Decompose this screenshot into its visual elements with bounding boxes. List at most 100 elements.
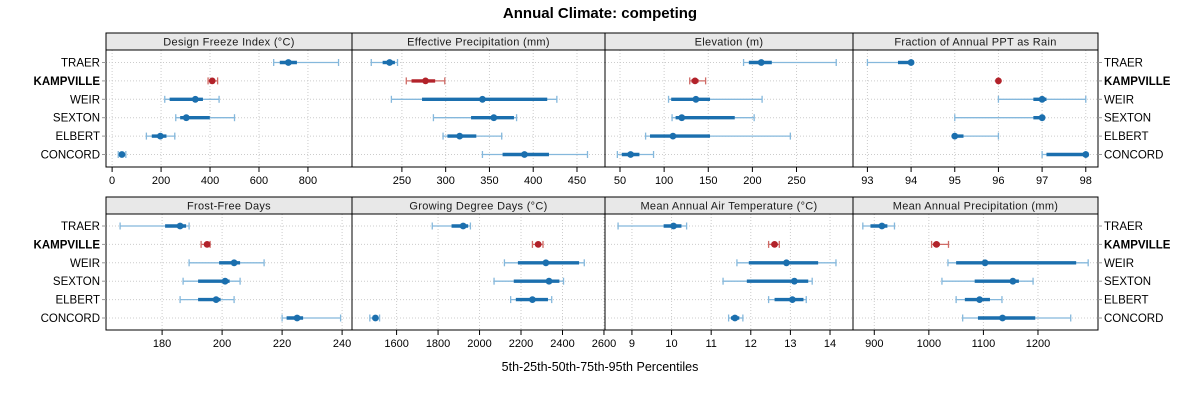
row-label-left-kampville: KAMPVILLE [34,239,101,251]
series-concord [281,314,342,322]
row-label-left-traer: TRAER [61,58,100,70]
row-label-left-concord: CONCORD [41,313,100,325]
panel-header-label: Fraction of Annual PPT as Rain [894,37,1056,49]
median-dot [118,151,126,158]
series-sexton [493,277,565,285]
series-concord [616,151,655,158]
x-tick-label: 14 [824,338,836,350]
x-tick-label: 1000 [917,338,941,350]
x-tick-label: 96 [992,175,1004,187]
median-dot [907,59,915,66]
median-dot [1082,151,1090,158]
x-tick-label: 250 [787,175,805,187]
series-sexton [722,277,813,285]
series-sexton [671,114,755,122]
series-traer [370,59,399,66]
median-dot [976,296,983,303]
row-label-right-traer: TRAER [1104,58,1143,70]
row-label-right-sexton: SEXTON [1104,113,1151,125]
median-dot [692,95,700,103]
row-label-left-sexton: SEXTON [53,276,100,288]
series-concord [369,314,381,322]
x-tick-label: 900 [865,338,883,350]
series-kampville [207,77,219,85]
median-dot [182,114,190,122]
x-tick-label: 1100 [972,338,996,350]
median-dot [670,222,677,230]
row-label-right-concord: CONCORD [1104,150,1163,162]
median-dot [479,95,486,103]
median-dot [691,77,699,85]
panel-header-label: Mean Annual Precipitation (mm) [893,201,1059,213]
series-weir [667,95,763,103]
panel-elevation: Elevation (m) 50 100 150 200 250 [604,32,854,187]
median-dot [176,222,184,230]
panel-design-freeze-index: Design Freeze Index (°C) 0 200 400 600 800 [102,32,353,187]
median-dot [981,259,989,267]
row-label-left-sexton: SEXTON [53,113,100,125]
x-tick-label: 0 [109,175,115,187]
series-kampville [767,240,780,248]
median-dot [1009,277,1017,285]
series-weir [164,95,220,103]
median-dot [529,296,536,303]
series-concord [962,314,1072,322]
chart-title: Annual Climate: competing [502,5,698,22]
series-kampville [995,77,1002,85]
x-axis: 50 100 150 200 250 [614,167,806,187]
x-tick-label: 180 [153,338,171,350]
median-dot [293,314,301,322]
median-dot [678,114,686,122]
row-label-left-traer: TRAER [61,221,100,233]
row-label-right-elbert: ELBERT [1104,295,1149,307]
axis-caption: 5th-25th-50th-75th-95th Percentiles [501,360,699,374]
series-elbert [179,296,235,304]
x-axis: 9 10 11 12 13 14 [629,330,836,350]
median-dot [545,277,553,285]
median-dot [788,296,796,303]
median-dot [534,241,542,248]
median-dot [790,277,798,285]
row-label-left-concord: CONCORD [41,150,100,162]
series-kampville [531,240,544,248]
x-tick-label: 450 [568,175,586,187]
x-axis: 250 300 350 400 450 [393,167,586,187]
x-tick-label: 220 [273,338,291,350]
median-dot [521,151,528,158]
series-concord [727,314,744,322]
series-elbert [509,296,553,304]
series-concord [481,151,589,158]
x-tick-label: 1200 [1026,338,1050,350]
median-dot [878,222,886,230]
median-dot [284,59,292,66]
series-kampville [689,77,707,85]
x-tick-label: 400 [524,175,542,187]
series-elbert [644,132,791,140]
series-elbert [145,132,176,140]
row-label-right-elbert: ELBERT [1104,131,1149,143]
panel-growing-degree-days: Growing Degree Days (°C) 1600 1800 2000 2200… [351,196,616,350]
series-traer [742,59,837,66]
panel-header-label: Frost-Free Days [187,201,271,213]
series-elbert [955,296,1003,304]
series-sexton [941,277,1034,285]
series-kampville [930,240,950,248]
x-tick-label: 350 [480,175,498,187]
panel-effective-precipitation: Effective Precipitation (mm) 250 300 350 400… [351,32,606,187]
series-elbert [767,296,807,304]
x-tick-label: 50 [614,175,626,187]
series-sexton [954,114,1046,122]
row-label-left-elbert: ELBERT [55,131,100,143]
series-weir [947,259,1089,267]
series-weir [503,259,585,267]
series-elbert [442,132,503,140]
median-dot [999,314,1006,322]
median-dot [1038,95,1046,103]
x-axis: 93 94 95 96 97 98 [861,167,1092,187]
median-dot [1038,114,1046,122]
panel-header-label: Design Freeze Index (°C) [163,37,294,49]
row-label-right-traer: TRAER [1104,221,1143,233]
median-dot [771,241,778,248]
row-label-right-weir: WEIR [1104,94,1134,106]
median-dot [156,132,164,140]
